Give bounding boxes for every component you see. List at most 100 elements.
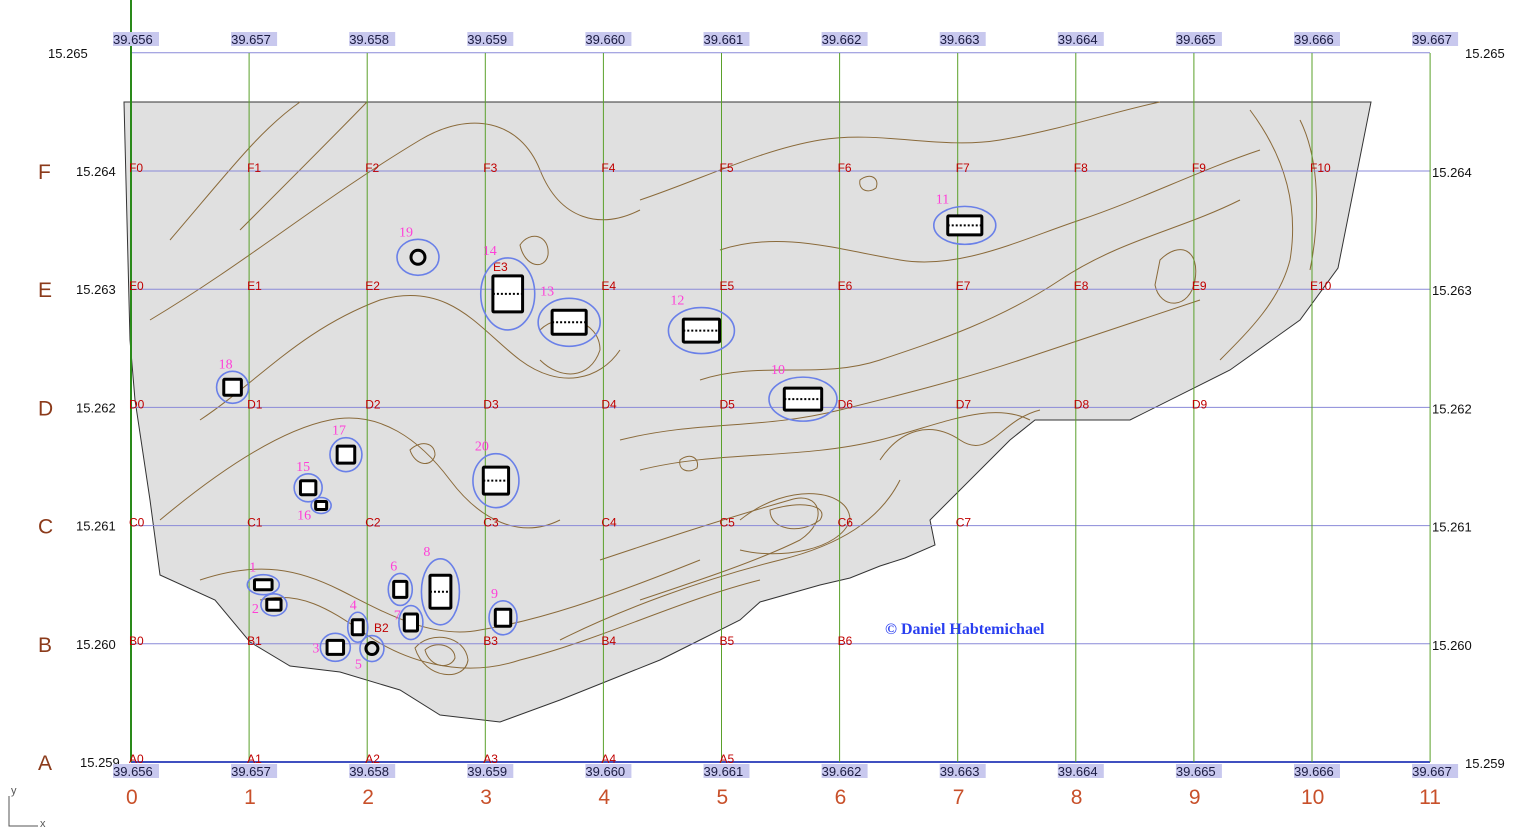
grid-cell-label: D3 [483,397,499,411]
grid-cell-label: F3 [483,161,497,175]
grid-cell-label: C7 [956,516,972,530]
longitude-label-bottom: 39.665 [1176,764,1216,779]
grid-cell-label: E6 [838,279,853,293]
grid-cell-label: F10 [1310,161,1331,175]
axis-x-label: x [40,818,46,830]
longitude-label-bottom: 39.661 [704,764,744,779]
column-number: 4 [598,786,610,809]
site-16[interactable]: 16 [297,496,332,524]
survey-area-outline [123,101,1372,723]
site-18[interactable]: 18 [215,357,250,405]
site-number: 13 [540,284,554,299]
longitude-label-bottom: 39.656 [113,764,153,779]
grid-cell-label: D7 [956,397,972,411]
grid-cell-label: E5 [720,279,735,293]
grid-cell-label: F0 [129,161,143,175]
latitude-label-right: 15.264 [1432,165,1472,180]
site-20[interactable]: 20 [472,440,520,509]
ruin-structure-icon [265,597,283,612]
longitude-label-bg [821,32,868,46]
longitude-label-bottom: 39.657 [231,764,271,779]
survey-area [123,101,1372,723]
grid-cell-label: E2 [365,279,380,293]
site-9[interactable]: 9 [488,587,518,636]
grid-cell-label: A2 [365,752,380,766]
site-ring [329,436,363,473]
site-15[interactable]: 15 [293,460,323,503]
site-4[interactable]: 4 [346,598,369,644]
site-ring [346,611,369,644]
ruin-structure-icon [252,578,274,592]
ruin-structure-icon [325,638,346,656]
site-19[interactable]: 19 [396,225,440,277]
grid-cell-label: B1 [247,634,262,648]
latitude-label-left: 15.259 [80,755,120,770]
site-14[interactable]: 14 [479,244,536,331]
site-ring [396,238,440,277]
site-17[interactable]: 17 [329,424,363,473]
site-number: 6 [390,559,397,574]
longitude-label-bottom: 39.667 [1412,764,1452,779]
latitude-label-right: 15.259 [1465,756,1505,771]
site-7[interactable]: 7 [394,604,424,641]
grid-cell-label: E10 [1310,279,1332,293]
grid-cell-label: F6 [838,161,852,175]
site-5[interactable]: 5 [355,634,385,673]
site-number: 20 [475,440,489,455]
longitude-label-bg [1175,764,1222,778]
row-letter: F [38,161,51,184]
site-number: 4 [350,598,357,613]
site-ring [215,370,250,405]
site-ring [472,452,520,509]
axis-y-label: y [11,785,17,797]
latitude-label-left: 15.262 [76,400,116,415]
longitude-label-top: 39.658 [349,32,389,47]
grid-cell-label: D1 [247,397,263,411]
longitude-label-bg [821,764,868,778]
row-letter: C [38,516,53,539]
site-number: 11 [936,192,949,207]
site-6[interactable]: 6 [387,559,414,607]
site-number: 14 [483,244,497,259]
grid-cell-label: C0 [129,516,145,530]
site-3[interactable]: 3 [312,632,352,663]
grid-cell-label: F8 [1074,161,1088,175]
site-number: 17 [332,424,346,439]
site-number: 16 [297,509,311,524]
site-8[interactable]: 8 [420,545,461,626]
longitude-label-bottom: 39.658 [349,764,389,779]
site-11[interactable]: 11 [932,192,997,246]
grid-cell-label: A3 [483,752,498,766]
site-number: 18 [219,357,233,372]
site-number: 15 [296,460,310,475]
column-number: 0 [126,786,138,809]
grid-cell-label: D9 [1192,397,1208,411]
grid-cell-label: B3 [483,634,498,648]
grid-cell-label: B0 [129,634,144,648]
longitude-label-top: 39.665 [1176,32,1216,47]
longitude-label-bg [231,764,278,778]
longitude-label-bg [467,32,514,46]
site-13[interactable]: 13 [537,284,601,348]
site-2[interactable]: 2 [252,592,288,617]
grid-cell-label: D8 [1074,397,1090,411]
longitude-label-bottom: 39.659 [467,764,507,779]
site-10[interactable]: 10 [768,363,838,422]
grid-cell-label: A4 [601,752,616,766]
site-ring [488,599,518,636]
longitude-label-bottom: 39.663 [940,764,980,779]
ruin-structure-icon [298,479,318,497]
site-1[interactable]: 1 [246,561,281,596]
longitude-label-bg [1294,764,1340,778]
grid-cell-label: B5 [720,634,735,648]
site-ring [359,634,385,663]
site-ring [420,557,461,626]
grid-cell-label: F2 [365,161,379,175]
site-number: 1 [249,561,256,576]
longitude-label-top: 39.657 [231,32,271,47]
column-number: 6 [835,786,847,809]
site-12[interactable]: 12 [667,294,736,355]
site-number: 10 [771,363,785,378]
ruin-structure-icon [493,607,513,628]
grid-cell-label: D0 [129,397,145,411]
